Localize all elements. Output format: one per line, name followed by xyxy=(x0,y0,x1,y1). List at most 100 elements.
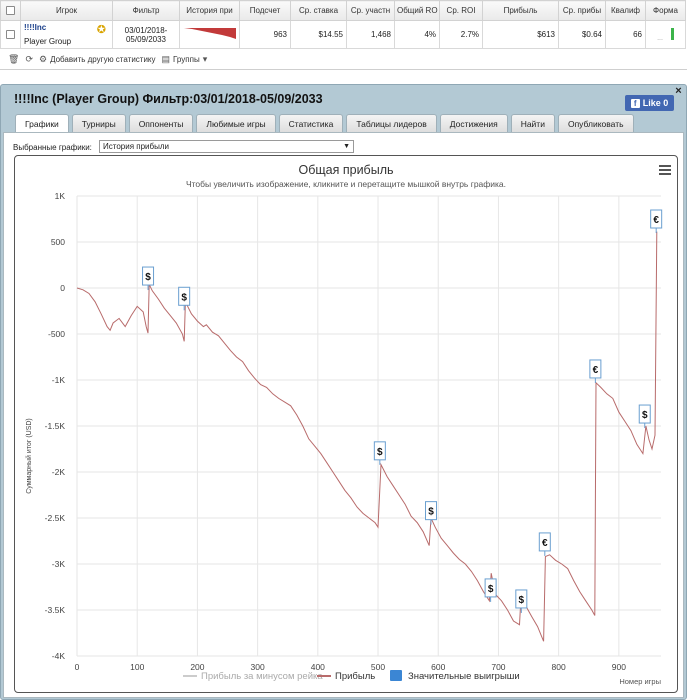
tab-statistics[interactable]: Статистика xyxy=(278,114,344,132)
col-header-filter[interactable]: Фильтр xyxy=(112,0,180,21)
col-header-avg-profit[interactable]: Ср. прибы xyxy=(558,0,606,21)
tab-charts[interactable]: Графики xyxy=(15,114,69,132)
x-tick-label: 900 xyxy=(612,662,626,672)
legend-item-label: Прибыль за минусом рейка xyxy=(201,671,323,682)
marker-label: € xyxy=(653,215,659,226)
facebook-like-button[interactable]: f Like 0 xyxy=(625,95,674,111)
panel-title: !!!!Inc (Player Group) Фильтр:03/01/2018… xyxy=(14,92,323,106)
y-tick-label: -1K xyxy=(52,375,66,385)
col-header-qualif[interactable]: Квалиф xyxy=(605,0,646,21)
y-tick-label: -4K xyxy=(52,651,66,661)
marker-label: $ xyxy=(519,595,525,606)
tab-find[interactable]: Найти xyxy=(510,114,555,132)
y-tick-label: -2K xyxy=(52,467,66,477)
avg-entrants-cell: 1,468 xyxy=(346,20,395,49)
marker-label: $ xyxy=(642,410,648,421)
x-tick-label: 0 xyxy=(75,662,80,672)
marker-label: € xyxy=(542,538,548,549)
select-all-checkbox[interactable] xyxy=(0,0,21,21)
row-checkbox[interactable] xyxy=(0,20,21,49)
filter-cell: 03/01/2018- 05/09/2033 xyxy=(112,20,180,49)
avg-stake-cell: $14.55 xyxy=(290,20,347,49)
marker-box xyxy=(515,589,528,609)
x-tick-label: 700 xyxy=(491,662,505,672)
marker-box xyxy=(425,501,438,521)
col-header-avg-stake[interactable]: Ср. ставка xyxy=(290,0,347,21)
panel-tabs: Графики Турниры Оппоненты Любимые игры С… xyxy=(15,114,634,132)
col-header-total-roi[interactable]: Общий RO xyxy=(394,0,440,21)
avg-profit-cell: $0.64 xyxy=(558,20,606,49)
table-row[interactable]: !!!!Inc Player Group ✪ 03/01/2018- 05/09… xyxy=(0,20,686,49)
folder-icon: ▤ xyxy=(161,53,171,64)
player-cell[interactable]: !!!!Inc Player Group ✪ xyxy=(20,20,113,49)
stats-header-row: Игрок Фильтр История при Подсчет Ср. ста… xyxy=(0,0,686,21)
y-tick-label: -500 xyxy=(48,329,65,339)
rank-badge-icon: ✪ xyxy=(96,24,106,36)
big-win-marker: $ xyxy=(178,286,191,311)
marker-box xyxy=(142,266,155,286)
chart-select[interactable]: История прибыли ▼ xyxy=(99,140,354,153)
col-header-player[interactable]: Игрок xyxy=(20,0,113,21)
groups-dropdown[interactable]: ▤ Группы ▾ xyxy=(162,54,208,65)
x-tick-label: 800 xyxy=(552,662,566,672)
player-group-label: Player Group xyxy=(24,37,72,46)
marker-box xyxy=(538,532,551,552)
count-cell: 963 xyxy=(239,20,291,49)
chart-frame[interactable]: 1K 500 0 -500 -1K -1.5K -2K -2.5K -3K -3.5K -4K 0 1… xyxy=(14,155,678,693)
y-tick-label: 0 xyxy=(60,283,65,293)
chart-select-label: Выбранные графики: xyxy=(13,143,92,152)
filter-to: 05/09/2033 xyxy=(125,34,167,44)
big-win-marker: $ xyxy=(142,266,155,291)
filter-from: 03/01/2018- xyxy=(124,25,168,35)
chevron-down-icon: ▼ xyxy=(343,143,350,150)
marker-label: € xyxy=(593,365,599,376)
chart-title: Общая прибыль xyxy=(298,163,393,177)
col-header-avg-entrants[interactable]: Ср. участн xyxy=(346,0,395,21)
player-name-link[interactable]: !!!!Inc xyxy=(24,23,47,32)
add-stat-button[interactable]: ⚙ Добавить другую статистику xyxy=(39,54,156,65)
chart-subtitle: Чтобы увеличить изображение, кликните и … xyxy=(186,179,506,189)
x-tick-label: 200 xyxy=(190,662,204,672)
stats-table-panel: Игрок Фильтр История при Подсчет Ср. ста… xyxy=(0,0,687,70)
marker-box xyxy=(373,441,386,461)
big-win-marker: € xyxy=(589,359,602,383)
x-tick-label: 500 xyxy=(371,662,385,672)
chart-legend: Прибыль за минусом рейка Прибыль Значитель… xyxy=(183,670,520,682)
qualif-cell: 66 xyxy=(605,20,646,49)
col-header-count[interactable]: Подсчет xyxy=(239,0,291,21)
tab-favorite-games[interactable]: Любимые игры xyxy=(196,114,276,132)
marker-label: $ xyxy=(377,447,383,458)
legend-item-label: Прибыль xyxy=(335,671,375,682)
tab-opponents[interactable]: Оппоненты xyxy=(128,114,194,132)
marker-box xyxy=(178,286,191,306)
marker-label: $ xyxy=(145,272,151,283)
y-tick-label: 500 xyxy=(51,237,65,247)
tab-publish[interactable]: Опубликовать xyxy=(557,114,634,132)
tab-tournaments[interactable]: Турниры xyxy=(71,114,126,132)
form-cell: ... xyxy=(645,20,686,49)
close-icon[interactable]: × xyxy=(675,85,682,97)
hamburger-menu-icon[interactable] xyxy=(659,165,671,177)
tab-leaderboards[interactable]: Таблицы лидеров xyxy=(346,114,437,132)
y-tick-label: -1.5K xyxy=(45,421,66,431)
gear-icon: ⚙ xyxy=(38,53,48,64)
history-sparkline-cell xyxy=(179,20,240,49)
x-tick-label: 100 xyxy=(130,662,144,672)
big-win-marker: $ xyxy=(425,501,438,525)
big-win-marker: $ xyxy=(638,404,651,429)
groups-label: Группы xyxy=(173,54,200,64)
x-tick-label: 300 xyxy=(251,662,265,672)
col-header-history[interactable]: История при xyxy=(179,0,240,21)
refresh-icon[interactable]: ⟳ xyxy=(25,53,33,64)
tab-achievements[interactable]: Достижения xyxy=(439,114,508,132)
trash-icon[interactable]: 🗑 xyxy=(8,53,20,64)
col-header-form[interactable]: Форма xyxy=(645,0,686,21)
form-dots: ... xyxy=(657,34,663,42)
col-header-avg-roi[interactable]: Ср. ROI xyxy=(439,0,483,21)
profit-chart[interactable]: 1K 500 0 -500 -1K -1.5K -2K -2.5K -3K -3.5K -4K 0 1… xyxy=(15,156,677,692)
col-header-profit[interactable]: Прибыль xyxy=(482,0,559,21)
marker-box xyxy=(484,578,497,598)
y-tick-label: -3.5K xyxy=(45,605,66,615)
profit-cell: $613 xyxy=(482,20,559,49)
x-tick-label: 400 xyxy=(311,662,325,672)
